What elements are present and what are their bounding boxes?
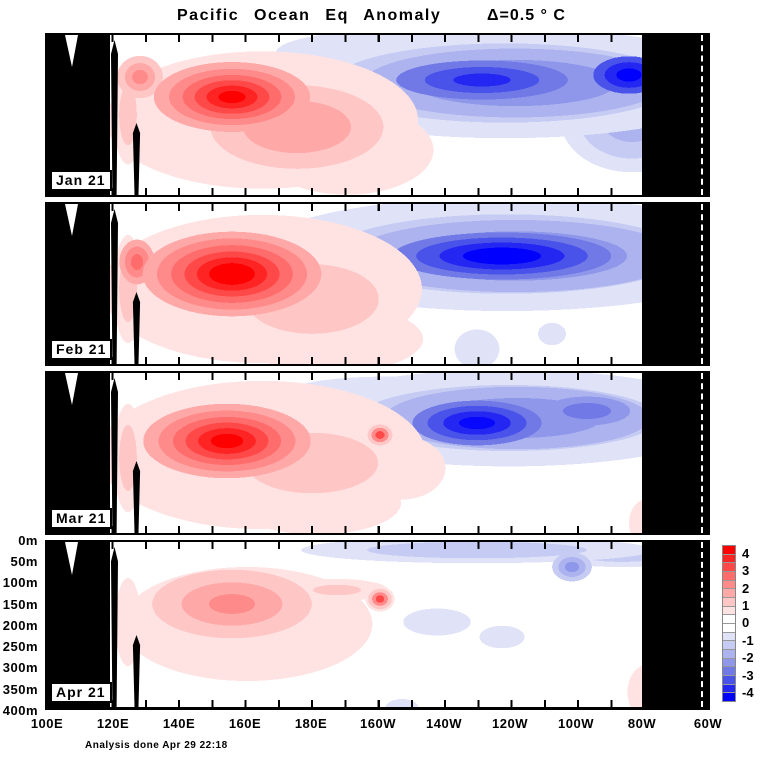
- month-label-feb: Feb 21: [50, 339, 113, 360]
- anomaly-field-mar: [47, 373, 708, 533]
- anomaly-field-feb: [47, 204, 708, 364]
- colorbar-tick-label: 2: [742, 581, 750, 596]
- axis-ticks-bottom: [47, 700, 710, 707]
- lon-tick-label: 120W: [492, 716, 528, 731]
- depth-tick-label: 250m: [2, 639, 38, 654]
- lon-tick-label: 60W: [693, 716, 723, 731]
- longitude-axis: 100E 120E 140E 160E 180E 160W 140W 120W …: [31, 716, 722, 732]
- colorbar-tick-label: -3: [742, 668, 754, 683]
- lon-tick-label: 140E: [162, 716, 196, 731]
- land-west-icon: [47, 373, 110, 533]
- month-label-apr: Apr 21: [50, 682, 112, 703]
- island-ridge2-icon: [132, 123, 141, 195]
- dashed-coastline-icon: [701, 542, 703, 707]
- island-ridge-icon: [111, 547, 118, 707]
- dashed-coastline-icon: [701, 373, 703, 533]
- dashed-coastline-icon: [701, 204, 703, 364]
- axis-ticks-top: [47, 204, 710, 211]
- colorbar-tick-label: 0: [742, 615, 750, 630]
- depth-tick-label: 200m: [2, 618, 38, 633]
- colorbar-tick-label: -1: [742, 633, 754, 648]
- depth-tick-label: 300m: [2, 660, 38, 675]
- dashed-coastline-icon: [701, 35, 703, 195]
- colorbar-tick-label: 4: [742, 546, 750, 561]
- depth-tick-label: 350m: [2, 682, 38, 697]
- lon-tick-label: 120E: [96, 716, 130, 731]
- island-ridge2-icon: [132, 461, 141, 533]
- colorbar-tick-label: 3: [742, 563, 750, 578]
- axis-ticks-bottom: [47, 357, 710, 364]
- land-east-icon: [642, 204, 708, 364]
- island-ridge-icon: [111, 40, 118, 195]
- colorbar-tick-label: -4: [742, 685, 754, 700]
- land-west-icon: [47, 542, 110, 707]
- lon-tick-label: 140W: [426, 716, 462, 731]
- panel-apr: Apr 21: [45, 540, 710, 710]
- depth-tick-label: 50m: [10, 554, 38, 569]
- contour-interval-label: Δ=0.5 ° C: [487, 7, 566, 24]
- colorbar-labels: 4 3 2 1 0 -1 -2 -3 -4: [742, 545, 768, 702]
- month-label-mar: Mar 21: [50, 508, 113, 529]
- anomaly-field-jan: [47, 35, 708, 195]
- colorbar-tick-label: -2: [742, 650, 754, 665]
- lon-tick-label: 180E: [294, 716, 328, 731]
- axis-ticks-top: [47, 542, 710, 549]
- land-west-icon: [47, 204, 110, 364]
- depth-tick-label: 150m: [2, 597, 38, 612]
- month-label-jan: Jan 21: [50, 170, 112, 191]
- island-ridge-icon: [111, 378, 118, 533]
- lon-tick-label: 80W: [627, 716, 657, 731]
- axis-ticks-bottom: [47, 526, 710, 533]
- analysis-timestamp: Analysis done Apr 29 22:18: [85, 740, 228, 751]
- lon-tick-label: 100E: [30, 716, 64, 731]
- depth-tick-label: 0m: [18, 533, 38, 548]
- panel-feb: Feb 21: [45, 202, 710, 366]
- island-ridge2-icon: [132, 292, 141, 364]
- axis-ticks-top: [47, 373, 710, 380]
- land-east-icon: [642, 542, 708, 707]
- depth-tick-label: 400m: [2, 703, 38, 718]
- panel-jan: Jan 21: [45, 33, 710, 197]
- axis-ticks-top: [47, 35, 710, 42]
- axis-ticks-bottom: [47, 188, 710, 195]
- lon-tick-label: 160W: [360, 716, 396, 731]
- depth-tick-label: 100m: [2, 575, 38, 590]
- colorbar-tick-label: 1: [742, 598, 750, 613]
- lon-tick-label: 160E: [228, 716, 262, 731]
- depth-axis: 0m 50m 100m 150m 200m 250m 300m 350m 400…: [0, 533, 41, 718]
- panel-mar: Mar 21: [45, 371, 710, 535]
- title-row: Pacific Ocean Eq Anomaly Δ=0.5 ° C: [0, 7, 768, 29]
- colorbar: [722, 545, 736, 702]
- island-ridge-icon: [111, 209, 118, 364]
- land-east-icon: [642, 373, 708, 533]
- plot-title: Pacific Ocean Eq Anomaly: [177, 7, 442, 24]
- land-east-icon: [642, 35, 708, 195]
- lon-tick-label: 100W: [558, 716, 594, 731]
- island-ridge2-icon: [132, 635, 141, 707]
- anomaly-field-apr: [47, 542, 708, 707]
- land-west-icon: [47, 35, 110, 195]
